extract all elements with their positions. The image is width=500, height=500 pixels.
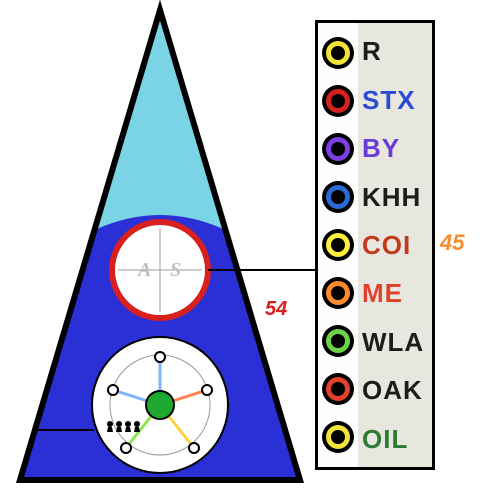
ring-icon xyxy=(322,229,354,261)
legend-row: BY xyxy=(362,135,428,161)
legend-row: OAK xyxy=(362,377,428,403)
legend-row: OIL xyxy=(362,426,428,452)
legend-row: COI xyxy=(362,232,428,258)
legend-row: ME xyxy=(362,280,428,306)
ring-icon xyxy=(322,37,354,69)
legend-row: STX xyxy=(362,87,428,113)
legend-row: WLA xyxy=(362,329,428,355)
text-column: R STX BY KHH COI ME WLA OAK OIL xyxy=(358,23,432,467)
ring-icon xyxy=(322,373,354,405)
ring-icon xyxy=(322,277,354,309)
ring-icon xyxy=(322,421,354,453)
ring-icon xyxy=(322,325,354,357)
legend-row: KHH xyxy=(362,184,428,210)
ring-icon xyxy=(322,133,354,165)
svg-text:A: A xyxy=(136,259,151,281)
label-45: 45 xyxy=(440,230,464,256)
ring-icon xyxy=(322,85,354,117)
legend-panel: R STX BY KHH COI ME WLA OAK OIL xyxy=(315,20,435,470)
svg-text:S: S xyxy=(170,259,181,281)
label-54: 54 xyxy=(265,298,287,321)
legend-row: R xyxy=(362,38,428,64)
ring-column xyxy=(318,23,358,467)
ring-icon xyxy=(322,181,354,213)
